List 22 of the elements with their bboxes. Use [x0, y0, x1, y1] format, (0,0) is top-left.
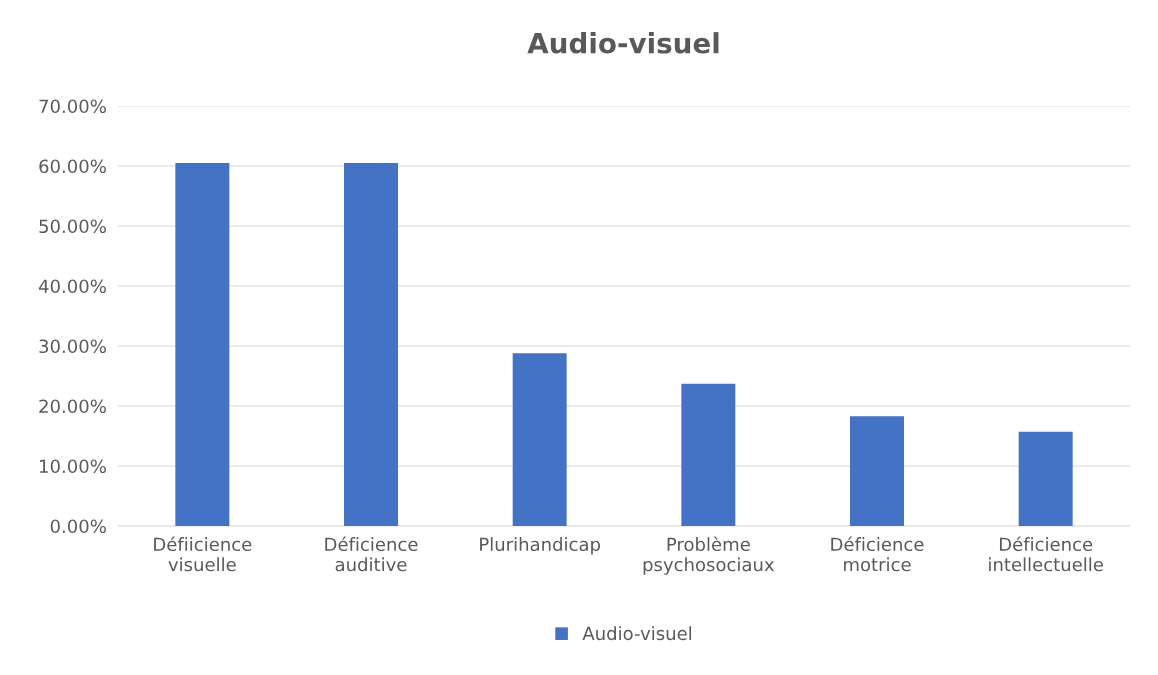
x-tick-label: Déficience auditive	[325, 536, 418, 572]
bar	[1018, 431, 1073, 526]
x-tick-label: Défiicience visuelle	[154, 536, 252, 572]
y-tick-label: 50.00%	[39, 219, 106, 234]
bar	[175, 163, 230, 526]
y-tick-label: 70.00%	[39, 99, 106, 114]
bar	[344, 163, 398, 526]
y-tick-label: 20.00%	[39, 399, 106, 414]
y-tick-label: 10.00%	[40, 459, 106, 474]
y-tick-label: 40.00%	[38, 279, 106, 294]
bar	[850, 416, 904, 526]
y-tick-label: 30.00%	[39, 339, 106, 354]
x-tick-label: Problème psychosociaux	[643, 536, 775, 575]
bar	[681, 383, 736, 526]
bar	[512, 353, 567, 526]
x-tick-label: Plurihandicap	[480, 537, 601, 555]
y-tick-label: 0.00%	[50, 519, 106, 534]
chart-title: Audio-visuel	[527, 32, 719, 54]
x-tick-label: Déficience intellectuelle	[989, 536, 1103, 572]
legend-label: Audio-visuel	[582, 626, 692, 641]
x-tick-label: Déficience motrice	[831, 536, 924, 572]
y-tick-label: 60.00%	[39, 159, 106, 174]
